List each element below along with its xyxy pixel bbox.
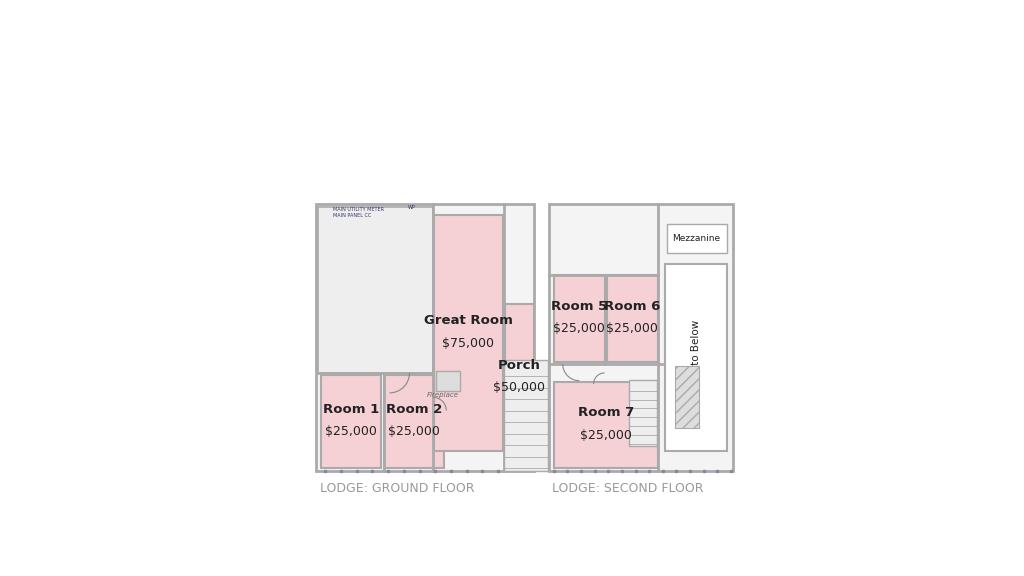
Bar <box>321 375 381 468</box>
Text: Fireplace: Fireplace <box>427 392 459 398</box>
Text: $25,000: $25,000 <box>606 322 658 335</box>
Bar <box>554 275 604 362</box>
Bar <box>665 264 727 450</box>
Bar <box>667 225 727 253</box>
Bar <box>384 375 443 468</box>
Text: $25,000: $25,000 <box>580 429 632 442</box>
Bar <box>607 275 657 362</box>
Text: Mezzanine: Mezzanine <box>673 234 721 243</box>
Bar <box>675 366 699 429</box>
Text: Room 2: Room 2 <box>386 403 441 416</box>
Text: Room 6: Room 6 <box>604 300 660 313</box>
Text: LODGE: SECOND FLOOR: LODGE: SECOND FLOOR <box>552 482 703 495</box>
Text: Porch: Porch <box>498 359 541 372</box>
Bar <box>436 371 461 391</box>
Bar <box>505 304 534 450</box>
Bar <box>317 207 433 373</box>
Text: Open to Below: Open to Below <box>690 319 700 396</box>
Bar <box>549 204 733 471</box>
Bar <box>629 380 657 446</box>
Bar <box>504 359 548 471</box>
Text: Room 5: Room 5 <box>551 300 607 313</box>
Bar <box>316 204 534 471</box>
Text: Room 1: Room 1 <box>323 403 379 416</box>
Text: Room 7: Room 7 <box>578 406 634 419</box>
Bar <box>554 382 657 468</box>
Text: Great Room: Great Room <box>424 314 513 327</box>
Text: $25,000: $25,000 <box>553 322 605 335</box>
Text: $25,000: $25,000 <box>388 425 439 438</box>
Text: MAIN UTILITY METER
MAIN PANEL CC: MAIN UTILITY METER MAIN PANEL CC <box>333 207 384 218</box>
Text: WP: WP <box>408 205 416 210</box>
Bar <box>434 215 503 450</box>
Text: $50,000: $50,000 <box>494 381 545 394</box>
Text: $75,000: $75,000 <box>442 336 495 350</box>
Text: LODGE: GROUND FLOOR: LODGE: GROUND FLOOR <box>319 482 474 495</box>
Text: $25,000: $25,000 <box>325 425 377 438</box>
